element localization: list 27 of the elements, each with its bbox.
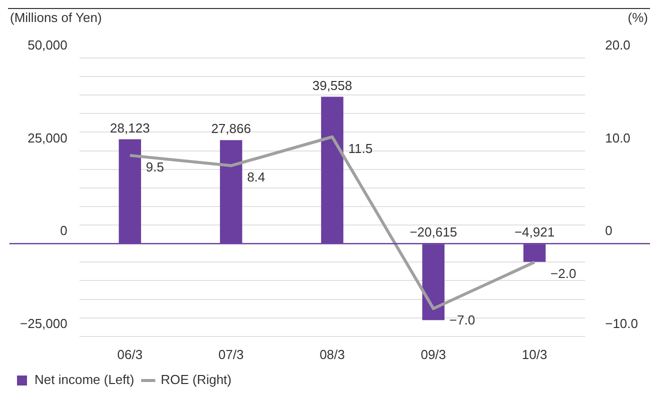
data-label: 11.5 — [348, 140, 373, 156]
y2-axis-title: (%) — [628, 10, 648, 26]
data-label: −4,921 — [514, 224, 555, 240]
x-tick-label: 07/3 — [218, 346, 244, 362]
y2-tick-label: −10.0 — [605, 316, 638, 331]
y-tick-label: 0 — [60, 223, 68, 238]
data-label: 27,866 — [211, 121, 251, 136]
x-tick-label: 10/3 — [522, 346, 548, 362]
y-tick-label: 50,000 — [28, 38, 68, 53]
x-tick-label: 09/3 — [420, 346, 446, 362]
x-tick-label: 06/3 — [117, 346, 143, 362]
data-label: 8.4 — [247, 170, 266, 185]
data-label: −7.0 — [449, 312, 476, 328]
y2-tick-label: 0 — [605, 223, 612, 238]
data-label: 39,558 — [312, 78, 352, 93]
legend-label: Net income (Left) — [34, 372, 134, 388]
data-label: 9.5 — [146, 160, 164, 175]
data-label: 28,123 — [110, 120, 150, 136]
x-tick-label: 08/3 — [320, 346, 345, 362]
y-tick-label: 25,000 — [28, 130, 68, 146]
y2-tick-label: 10.0 — [605, 130, 630, 146]
y2-tick-label: 20.0 — [605, 38, 630, 53]
y-tick-label: −25,000 — [20, 316, 68, 331]
data-label: −2.0 — [550, 266, 576, 282]
data-label: −20,615 — [410, 224, 458, 240]
legend-label: ROE (Right) — [160, 372, 232, 388]
y-axis-title: (Millions of Yen) — [10, 10, 102, 26]
